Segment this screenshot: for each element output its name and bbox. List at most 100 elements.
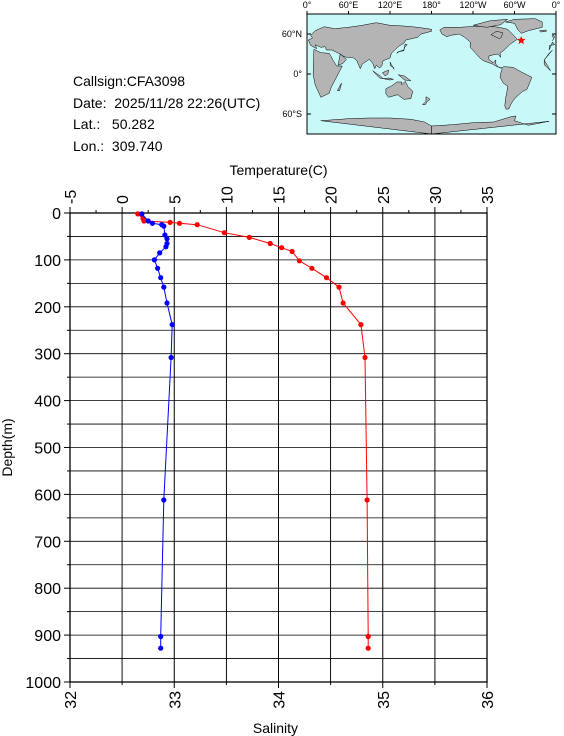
top-tick-label: 10: [219, 186, 236, 204]
bottom-tick-label: 34: [272, 691, 289, 709]
salinity-point: [145, 218, 151, 224]
temperature-point: [267, 240, 273, 247]
salinity-point: [158, 645, 164, 651]
temperature-point: [365, 645, 371, 651]
land-antarctica: [431, 115, 550, 135]
temperature-point: [364, 497, 370, 503]
salinity-point: [163, 244, 169, 250]
map-lon-label: 0°: [552, 0, 561, 10]
temperature-point: [135, 211, 141, 217]
temperature-point: [340, 300, 346, 306]
salinity-line: [141, 213, 173, 649]
lon-label: Lon.:: [73, 137, 105, 154]
lon-row: Lon.: 309.740: [73, 136, 260, 158]
top-tick-label: 25: [376, 186, 393, 204]
map-lon-label: 60°W: [503, 0, 526, 10]
station-info: Callsign:CFA3098 Date: 2025/11/28 22:26(…: [73, 71, 260, 157]
temperature-point: [279, 245, 285, 251]
land-madagascar: [336, 82, 343, 91]
left-tick-label: 700: [34, 534, 61, 551]
land-new-guinea: [398, 74, 412, 82]
map-lon-label: 60°E: [339, 0, 359, 10]
land-antarctica: [320, 117, 432, 135]
temperature-point: [176, 220, 183, 226]
map-lat-label: 60°N: [282, 29, 302, 39]
land-borneo: [381, 69, 389, 77]
salinity-point: [161, 284, 167, 290]
temperature-point: [141, 218, 147, 224]
lon-value: 309.740: [111, 137, 163, 154]
top-tick-label: 0: [115, 195, 132, 204]
bottom-tick-label: 33: [167, 691, 184, 709]
lat-label: Lat.:: [73, 116, 101, 132]
station-marker: [516, 35, 526, 45]
bottom-tick-label: 32: [63, 691, 80, 709]
map-lon-label: 120°E: [378, 0, 403, 10]
land-arctic-islands: [472, 18, 509, 28]
top-tick-label: 15: [272, 186, 289, 204]
left-tick-label: 0: [52, 206, 61, 223]
bottom-tick-label: 36: [480, 691, 497, 709]
top-tick-label: 35: [480, 186, 497, 204]
salinity-point: [161, 223, 167, 229]
salinity-point: [162, 232, 168, 238]
left-tick-label: 800: [34, 581, 61, 598]
salinity-point: [157, 250, 163, 256]
top-tick-label: 30: [428, 186, 445, 204]
salinity-point: [168, 354, 174, 361]
map-lon-label: 120°W: [459, 0, 487, 10]
land-australia: [385, 80, 414, 100]
left-tick-label: 400: [34, 394, 61, 411]
map-lat-label: 60°S: [282, 109, 302, 119]
land-uk: [551, 34, 555, 41]
temperature-point: [296, 258, 302, 264]
map-lon-label: 180°: [422, 0, 441, 10]
map-lon-label: 0°: [303, 0, 312, 10]
salinity-point: [158, 275, 164, 281]
temperature-point: [336, 284, 342, 290]
land-greenland: [505, 18, 543, 34]
temperature-point: [221, 230, 227, 236]
left-tick-label: 600: [34, 487, 61, 504]
date-value: 2025/11/28 22:26(UTC): [114, 94, 261, 111]
temperature-line: [137, 213, 369, 649]
left-tick-label: 500: [34, 441, 61, 458]
temperature-point: [167, 219, 173, 225]
temperature-point: [362, 354, 368, 361]
callsign-value: CFA3098: [126, 73, 186, 89]
map-lat-label: 0°: [293, 69, 302, 79]
left-tick-label: 1000: [25, 675, 61, 692]
top-tick-label: -5: [63, 190, 80, 204]
land-philippines: [389, 61, 395, 70]
date-row: Date: 2025/11/28 22:26(UTC): [73, 93, 260, 115]
bottom-tick-label: 35: [376, 691, 393, 709]
temperature-point: [358, 322, 364, 328]
top-tick-label: 20: [324, 186, 341, 204]
salinity-point: [161, 497, 167, 503]
land-africa: [543, 49, 553, 61]
bottom-axis-label: Salinity: [253, 720, 298, 736]
temperature-point: [194, 222, 200, 228]
left-tick-label: 300: [34, 347, 61, 364]
lat-row: Lat.: 50.282: [73, 114, 260, 136]
land-indonesia: [372, 70, 394, 81]
land-south-america: [499, 66, 533, 110]
land-japan: [396, 43, 408, 54]
salinity-point: [151, 257, 157, 263]
left-tick-label: 900: [34, 628, 61, 645]
salinity-point: [164, 300, 170, 306]
left-tick-label: 100: [34, 253, 61, 270]
top-axis-label: Temperature(C): [229, 162, 327, 178]
lat-value: 50.282: [111, 116, 155, 132]
callsign-label: Callsign:: [73, 73, 127, 89]
salinity-point: [149, 220, 155, 226]
temperature-point: [309, 265, 315, 271]
land-hudson-bay: [490, 31, 504, 39]
salinity-point: [158, 633, 164, 640]
temperature-point: [289, 248, 295, 255]
temperature-point: [246, 234, 252, 240]
salinity-point: [164, 236, 170, 242]
land-iceland: [538, 29, 547, 33]
